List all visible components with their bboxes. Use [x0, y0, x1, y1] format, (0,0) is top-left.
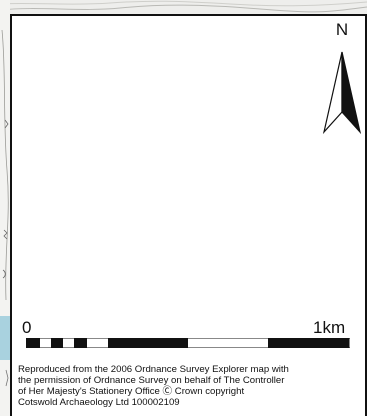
- scale-bar: [26, 338, 350, 348]
- scale-segment: [51, 338, 63, 348]
- scale-segment: [26, 338, 40, 348]
- scale-start-label: 0: [22, 318, 32, 337]
- north-label: N: [335, 20, 349, 39]
- scale-segment: [74, 338, 87, 348]
- scale-end-label: 1km: [313, 318, 346, 337]
- attribution-line: Cotswold Archaeology Ltd 100002109: [18, 397, 180, 408]
- map-top-strip: [0, 0, 367, 14]
- attribution-line: of Her Majesty's Stationery Office Ⓒ Cro…: [18, 386, 245, 397]
- legend-frame-right: [365, 14, 367, 416]
- attribution-line: Reproduced from the 2006 Ordnance Survey…: [18, 364, 289, 375]
- north-arrow-icon: [322, 51, 362, 135]
- map-left-strip: [0, 0, 10, 416]
- attribution-line: the permission of Ordnance Survey on beh…: [18, 375, 285, 386]
- legend-frame-top: [10, 14, 367, 16]
- scale-segment: [268, 338, 349, 348]
- map-top-contours: [0, 0, 367, 13]
- map-left-contours: [0, 29, 10, 387]
- scale-segment: [108, 338, 188, 348]
- legend-frame-left: [10, 14, 12, 416]
- map-attribution: Reproduced from the 2006 Ordnance Survey…: [18, 364, 364, 408]
